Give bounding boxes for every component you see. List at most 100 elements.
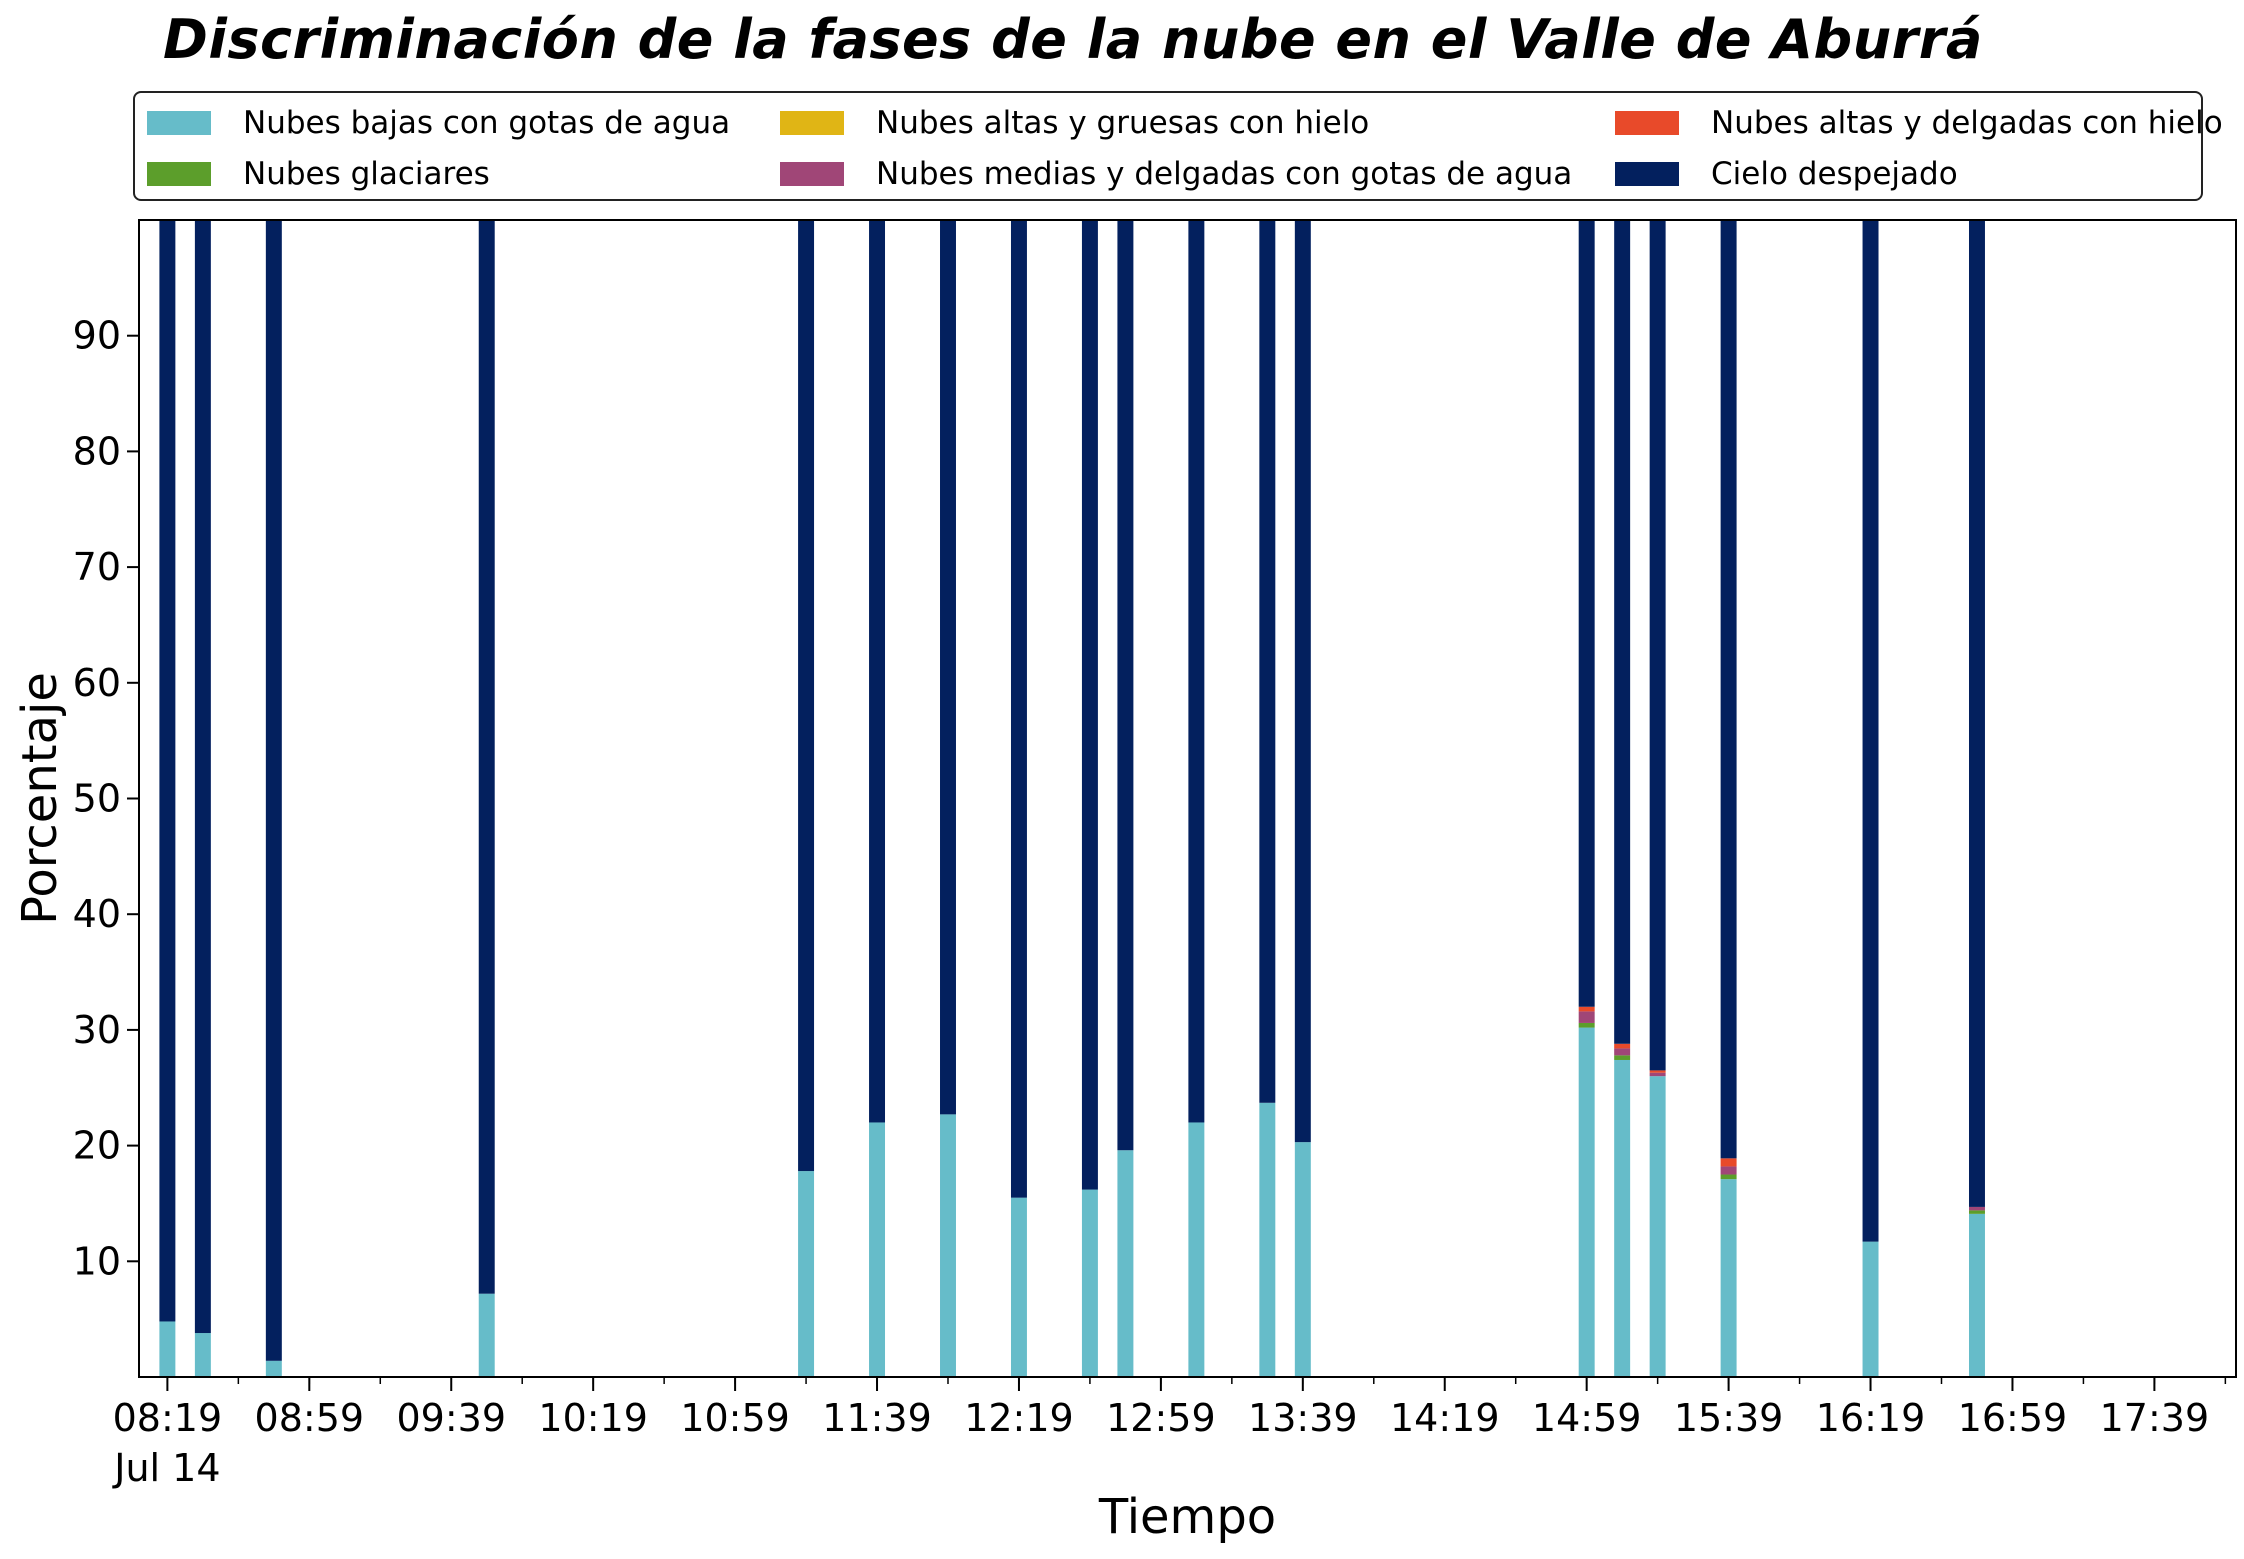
legend-label: Nubes altas y delgadas con hielo (1711, 105, 2223, 141)
x-tick-label: 09:39 (396, 1396, 506, 1440)
bar-clear-18 (1968, 220, 1985, 1207)
bar-clear-8 (1081, 220, 1098, 1190)
y-tick-label: 50 (73, 777, 121, 821)
x-tick-label: 12:59 (1106, 1396, 1216, 1440)
bar-highthin-15 (1649, 1070, 1666, 1073)
bar-low-7 (1010, 1197, 1027, 1377)
legend-item-midthin: Nubes medias y delgadas con gotas de agu… (780, 149, 1572, 199)
bar-low-9 (1117, 1150, 1134, 1377)
bar-highthin-14 (1614, 1043, 1631, 1049)
legend: Nubes bajas con gotas de agua Nubes glaci… (133, 91, 2223, 201)
bar-glacial-18 (1968, 1210, 1985, 1214)
y-tick-label: 40 (73, 892, 121, 936)
x-tick-label: 10:19 (538, 1396, 648, 1440)
bar-low-0 (159, 1321, 176, 1377)
bar-highthin-13 (1578, 1006, 1595, 1012)
bar-low-12 (1294, 1142, 1311, 1377)
bar-clear-0 (159, 220, 176, 1322)
legend-item-highthin: Nubes altas y delgadas con hielo (1615, 98, 2223, 148)
bar-clear-12 (1294, 220, 1311, 1143)
bar-clear-2 (265, 220, 282, 1361)
bar-low-10 (1188, 1122, 1205, 1377)
legend-label: Nubes glaciares (243, 156, 490, 192)
bar-low-11 (1259, 1102, 1276, 1377)
bar-clear-15 (1649, 220, 1666, 1071)
x-tick-label: 17:39 (2100, 1396, 2210, 1440)
x-tick-sublabel: Jul 14 (112, 1446, 220, 1490)
bar-low-5 (869, 1122, 886, 1377)
bar-low-4 (798, 1171, 815, 1377)
legend-item-low: Nubes bajas con gotas de agua (147, 98, 730, 148)
bar-clear-1 (194, 220, 211, 1334)
bar-clear-11 (1259, 220, 1276, 1103)
bar-midthin-14 (1614, 1048, 1631, 1056)
bar-clear-5 (869, 220, 886, 1123)
x-axis-label: Tiempo (1098, 1489, 1276, 1545)
bar-highthin-16 (1720, 1158, 1737, 1167)
bar-midthin-15 (1649, 1072, 1666, 1077)
legend-swatch (1615, 111, 1679, 135)
bar-clear-16 (1720, 220, 1737, 1159)
legend-swatch (780, 162, 844, 186)
bar-low-18 (1968, 1213, 1985, 1377)
bar-midthin-16 (1720, 1166, 1737, 1175)
bar-clear-9 (1117, 220, 1134, 1151)
x-tick-label: 14:19 (1390, 1396, 1500, 1440)
legend-label: Nubes altas y gruesas con hielo (876, 105, 1370, 141)
bar-low-8 (1081, 1189, 1098, 1377)
bar-low-2 (265, 1360, 282, 1377)
legend-swatch (147, 162, 211, 186)
plot-frame (138, 219, 2237, 1378)
bar-low-16 (1720, 1179, 1737, 1377)
legend-swatch (780, 111, 844, 135)
y-tick-label: 10 (73, 1239, 121, 1283)
legend-swatch (147, 111, 211, 135)
y-tick-label: 70 (73, 545, 121, 589)
bar-clear-14 (1614, 220, 1631, 1044)
y-tick-label: 90 (73, 314, 121, 358)
bar-clear-17 (1862, 220, 1879, 1242)
bar-low-13 (1578, 1027, 1595, 1377)
x-tick-label: 15:39 (1674, 1396, 1784, 1440)
bar-clear-6 (940, 220, 956, 1115)
y-tick-label: 30 (73, 1008, 121, 1052)
bar-clear-10 (1188, 220, 1205, 1123)
legend-label: Nubes bajas con gotas de agua (243, 105, 731, 141)
x-tick-label: 08:59 (255, 1396, 365, 1440)
legend-label: Cielo despejado (1711, 156, 1958, 192)
x-tick-label: 11:39 (822, 1396, 932, 1440)
y-axis-label: Porcentaje (12, 672, 68, 925)
y-tick-label: 60 (73, 661, 121, 705)
bar-midthin-13 (1578, 1011, 1595, 1023)
x-tick-label: 16:59 (1958, 1396, 2068, 1440)
bar-clear-4 (798, 220, 815, 1172)
bar-low-17 (1862, 1241, 1879, 1377)
bar-low-1 (194, 1333, 211, 1377)
bar-midthin-18 (1968, 1206, 1985, 1211)
bar-low-6 (940, 1114, 956, 1377)
x-tick-label: 16:19 (1816, 1396, 1926, 1440)
bar-low-15 (1649, 1076, 1666, 1377)
x-tick-label: 14:59 (1532, 1396, 1642, 1440)
legend-swatch (1615, 162, 1679, 186)
x-tick-label: 12:19 (964, 1396, 1074, 1440)
x-tick-label: 13:39 (1248, 1396, 1358, 1440)
legend-item-highthick: Nubes altas y gruesas con hielo (780, 98, 1369, 148)
bar-clear-3 (478, 220, 495, 1294)
x-tick-label: 10:59 (680, 1396, 790, 1440)
legend-item-clear: Cielo despejado (1615, 149, 1958, 199)
bar-low-3 (478, 1293, 495, 1377)
bar-glacial-16 (1720, 1174, 1737, 1180)
chart-title: Discriminación de la fases de la nube en… (163, 8, 1983, 71)
y-tick-label: 80 (73, 429, 121, 473)
bar-clear-13 (1578, 220, 1595, 1007)
y-tick-label: 20 (73, 1124, 121, 1168)
legend-label: Nubes medias y delgadas con gotas de agu… (876, 156, 1573, 192)
bar-glacial-13 (1578, 1022, 1595, 1028)
bar-low-14 (1614, 1059, 1631, 1377)
bar-glacial-14 (1614, 1055, 1631, 1060)
bar-clear-7 (1010, 220, 1027, 1198)
legend-item-glacial: Nubes glaciares (147, 149, 490, 199)
x-tick-label: 08:19 (113, 1396, 223, 1440)
